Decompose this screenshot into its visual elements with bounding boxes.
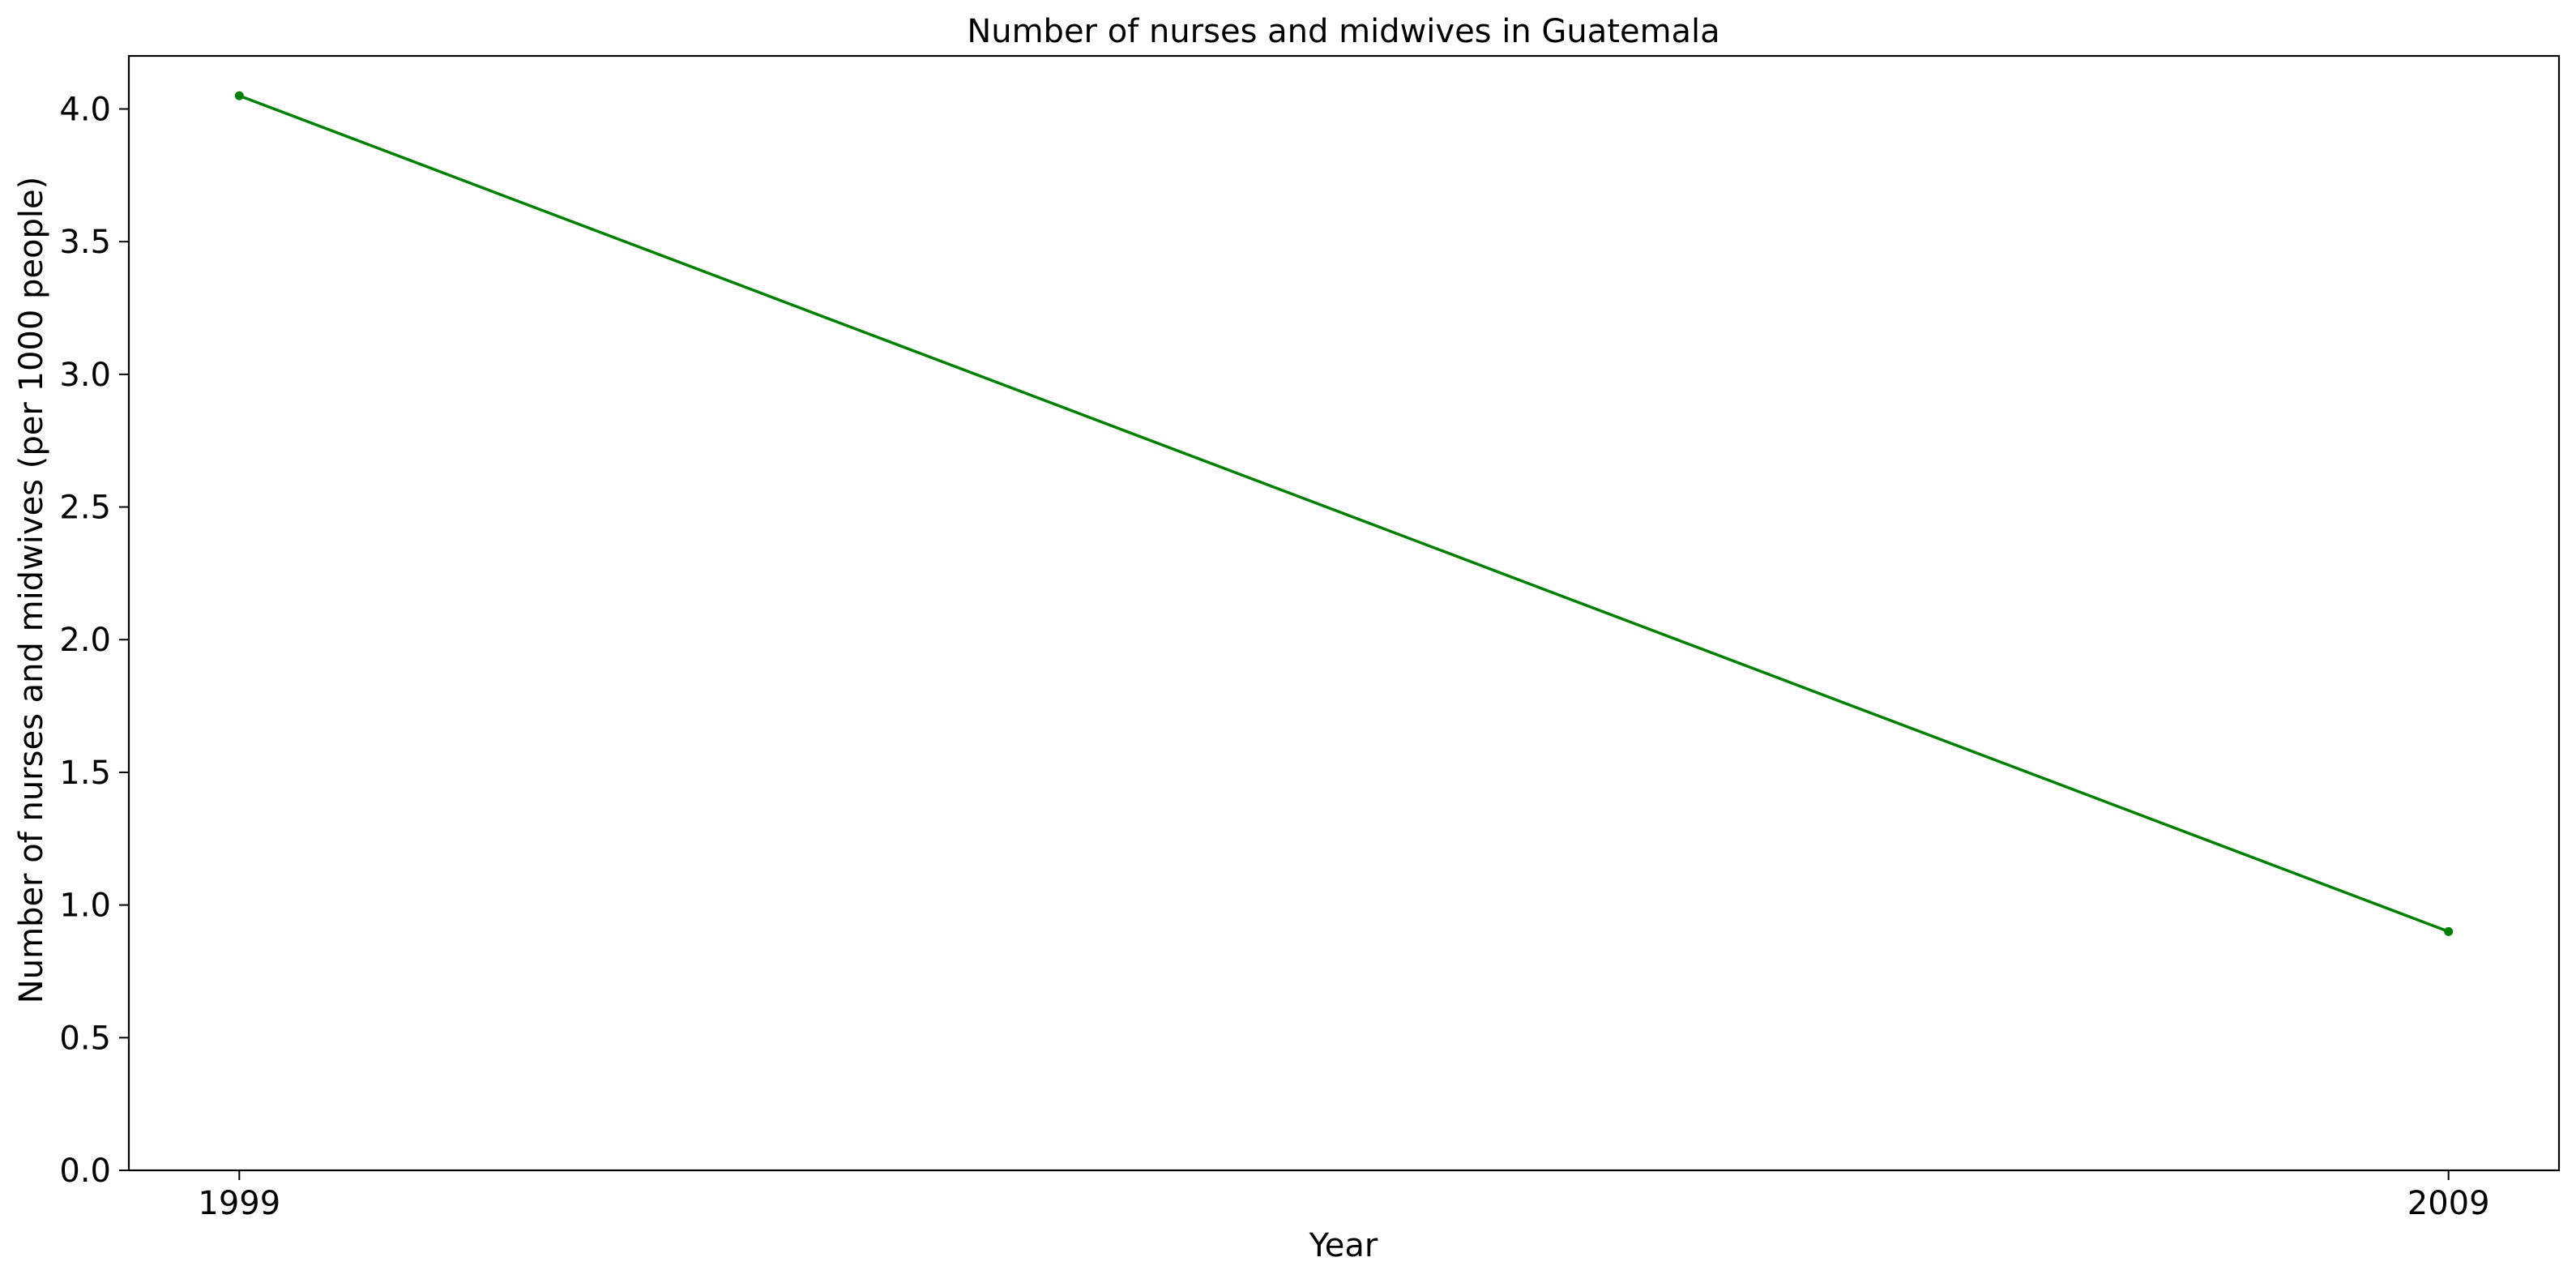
y-tick-label: 1.0 (59, 887, 111, 925)
y-axis-label: Number of nurses and midwives (per 1000 … (13, 177, 50, 1003)
y-tick-label: 2.0 (59, 622, 111, 659)
y-tick-label: 2.5 (59, 490, 111, 527)
y-axis-ticks: 0.0 0.5 1.0 1.5 2.0 2.5 3.0 3.5 4.0 (59, 91, 129, 1190)
data-point (2444, 926, 2454, 936)
y-tick-label: 3.5 (59, 224, 111, 261)
plot-frame (127, 54, 2561, 1172)
x-tick-label: 1999 (198, 1185, 280, 1222)
series-line (238, 94, 2450, 933)
y-tick-label: 0.0 (59, 1153, 111, 1190)
y-tick-label: 0.5 (59, 1020, 111, 1057)
data-point (234, 91, 244, 101)
chart-title: Number of nurses and midwives in Guatema… (967, 13, 1719, 50)
x-axis-label: Year (1309, 1227, 1378, 1264)
y-tick-label: 1.5 (59, 755, 111, 792)
series-layer (234, 91, 2454, 936)
y-tick-label: 3.0 (59, 357, 111, 394)
x-tick-label: 2009 (2407, 1185, 2490, 1222)
x-axis-ticks: 1999 2009 (198, 1170, 2490, 1222)
y-tick-label: 4.0 (59, 91, 111, 128)
